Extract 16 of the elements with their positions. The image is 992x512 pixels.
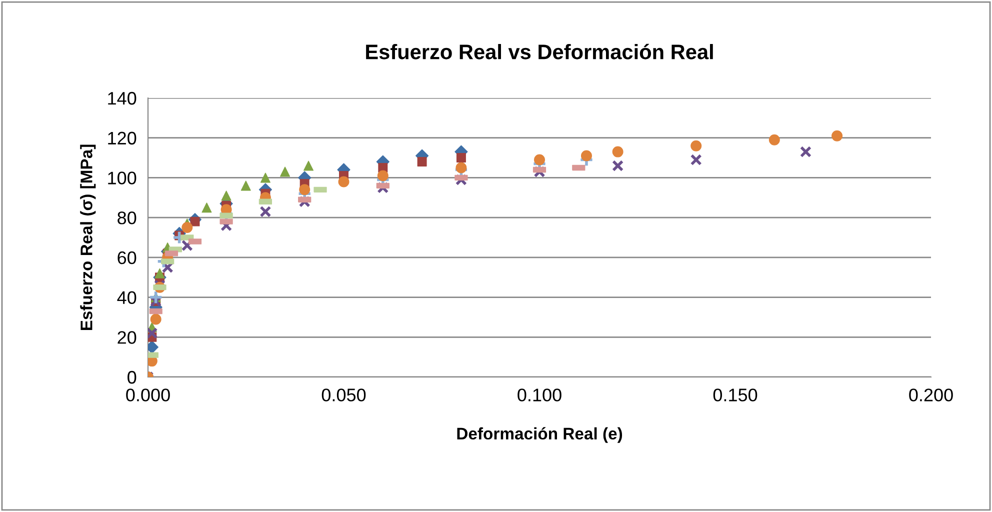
y-tick-label: 140 xyxy=(108,92,136,105)
x-tick-label: 0.100 xyxy=(518,388,562,402)
y-tick-label: 40 xyxy=(117,291,136,304)
chart-title: Esfuerzo Real vs Deformación Real xyxy=(366,44,713,60)
y-tick-label: 0 xyxy=(128,370,136,384)
y-tick-label: 100 xyxy=(108,172,136,184)
x-axis-title: Deformación Real (e) xyxy=(457,427,622,443)
y-tick-label: 120 xyxy=(108,132,136,145)
y-tick-label: 60 xyxy=(118,251,136,264)
y-tick-label: 20 xyxy=(118,331,136,344)
x-tick-label: 0.000 xyxy=(126,388,170,402)
x-tick-label: 0.150 xyxy=(713,388,758,402)
x-tick-label: 0.050 xyxy=(322,388,366,402)
y-axis-title: Esfuerzo Real (σ) [MPa] xyxy=(80,144,96,330)
x-tick-label: 0.200 xyxy=(909,388,953,402)
y-tick-label: 80 xyxy=(118,212,136,224)
